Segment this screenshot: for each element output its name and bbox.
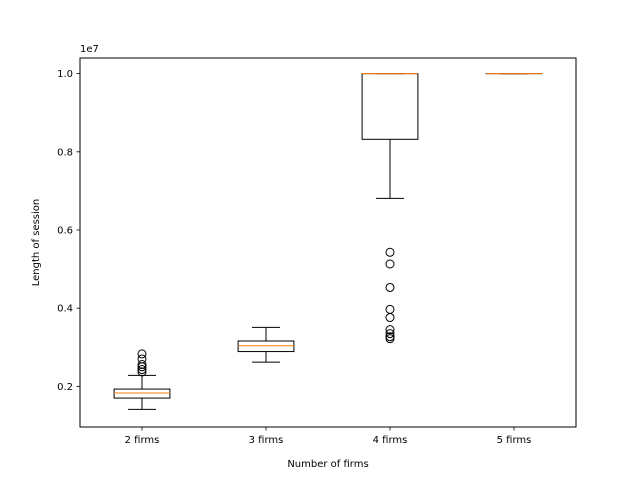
y-tick-label: 0.6 [57,225,73,236]
plot-frame [79,57,577,428]
y-tick-label: 0.8 [57,147,73,158]
y-axis-label: Length of session [31,199,42,287]
axes-ticks: 2 firms 3 firms 4 firms 5 firms 0.2 0.4 0.6 0.8… [57,69,531,446]
x-axis-label: Number of firms [287,459,368,470]
outlier-point [385,304,395,314]
plot-area [113,73,543,410]
outlier-point [385,329,395,339]
x-tick-label: 2 firms [125,435,160,446]
y-tick-label: 0.2 [57,382,73,393]
outlier-point [385,282,395,292]
box-iqr [113,388,171,399]
outlier-point [385,259,395,269]
x-tick-label: 3 firms [249,435,284,446]
y-axis-offset-label: 1e7 [80,44,99,55]
outlier-point [385,247,395,257]
outlier-point [137,349,147,359]
outlier-point [137,359,147,369]
box-2 [237,326,295,363]
y-tick-label: 1.0 [57,69,73,80]
box-1 [113,349,171,410]
x-tick-label: 4 firms [373,435,408,446]
x-tick-label: 5 firms [497,435,532,446]
outlier-point [385,332,395,342]
box-3 [361,73,419,344]
outlier-point [385,325,395,335]
box-iqr [237,340,295,353]
outlier-point [137,367,147,377]
outlier-point [137,354,147,364]
outlier-point [137,365,147,375]
y-tick-label: 0.4 [57,304,73,315]
